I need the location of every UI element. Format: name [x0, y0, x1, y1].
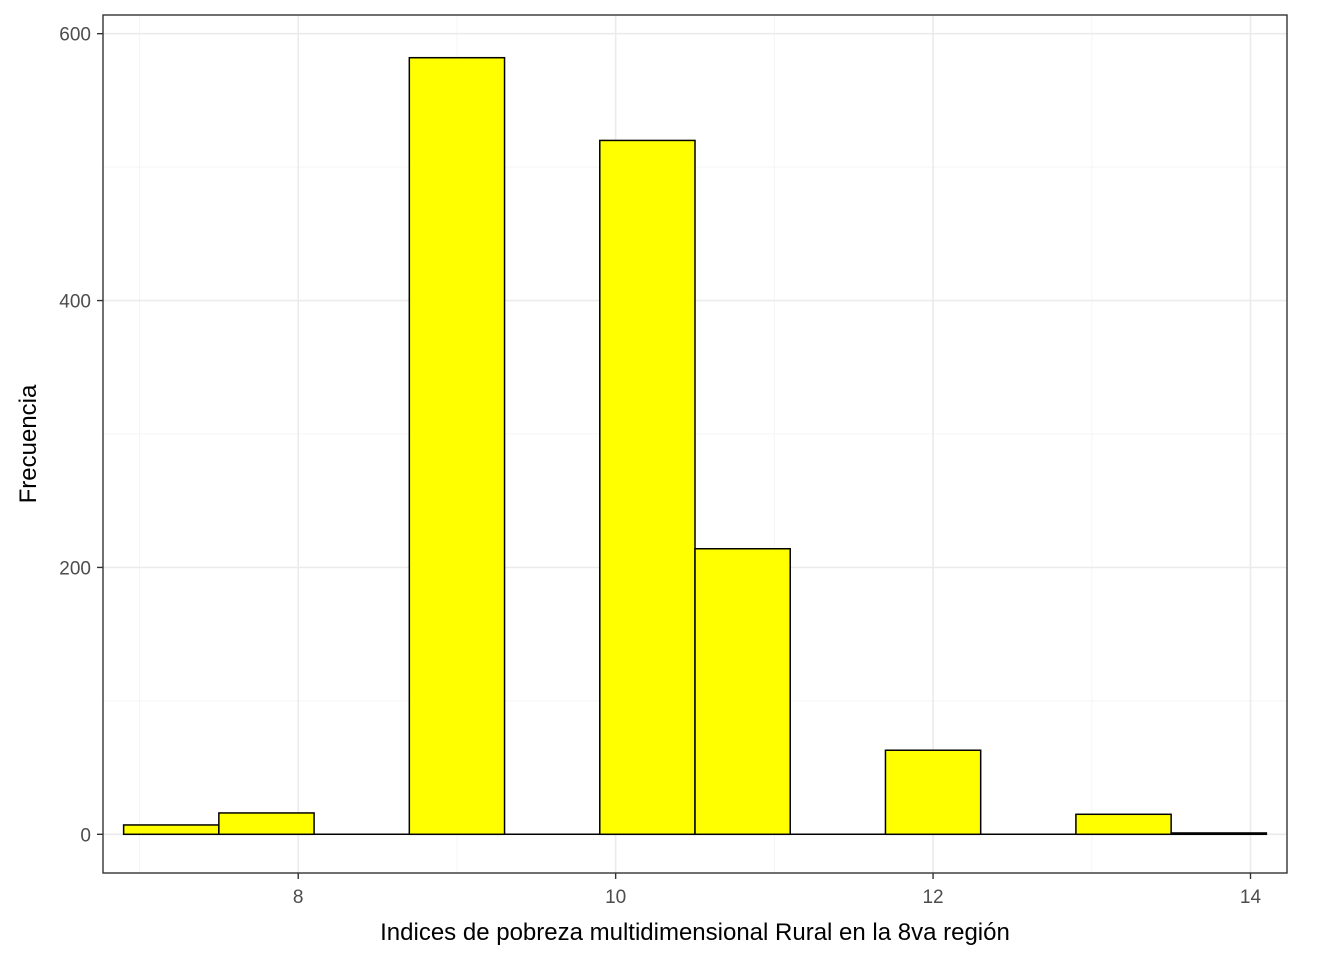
- histogram-bar: [599, 139, 696, 836]
- y-axis: 0 200 400 600: [59, 25, 103, 846]
- x-tick-label: 12: [922, 887, 943, 908]
- x-axis-title: Indices de pobreza multidimensional Rura…: [380, 919, 1010, 946]
- x-axis: 8 10 12 14: [293, 873, 1262, 908]
- histogram-bars: [122, 56, 1268, 836]
- y-tick-label: 400: [59, 292, 91, 313]
- histogram-bar: [884, 749, 982, 836]
- histogram-bar: [1170, 832, 1268, 836]
- histogram-bar: [122, 824, 220, 836]
- y-tick-label: 0: [80, 825, 91, 846]
- y-tick-label: 200: [59, 558, 91, 579]
- y-tick-label: 600: [59, 25, 91, 46]
- histogram-bar: [694, 547, 791, 836]
- x-tick-label: 8: [293, 887, 304, 908]
- panel-border: [102, 14, 1288, 874]
- y-axis-title: Frecuencia: [15, 384, 42, 503]
- histogram-bar: [408, 56, 506, 836]
- x-tick-label: 14: [1240, 887, 1262, 908]
- histogram-bar: [1075, 813, 1172, 836]
- histogram-bar: [218, 812, 315, 836]
- x-tick-label: 10: [605, 887, 626, 908]
